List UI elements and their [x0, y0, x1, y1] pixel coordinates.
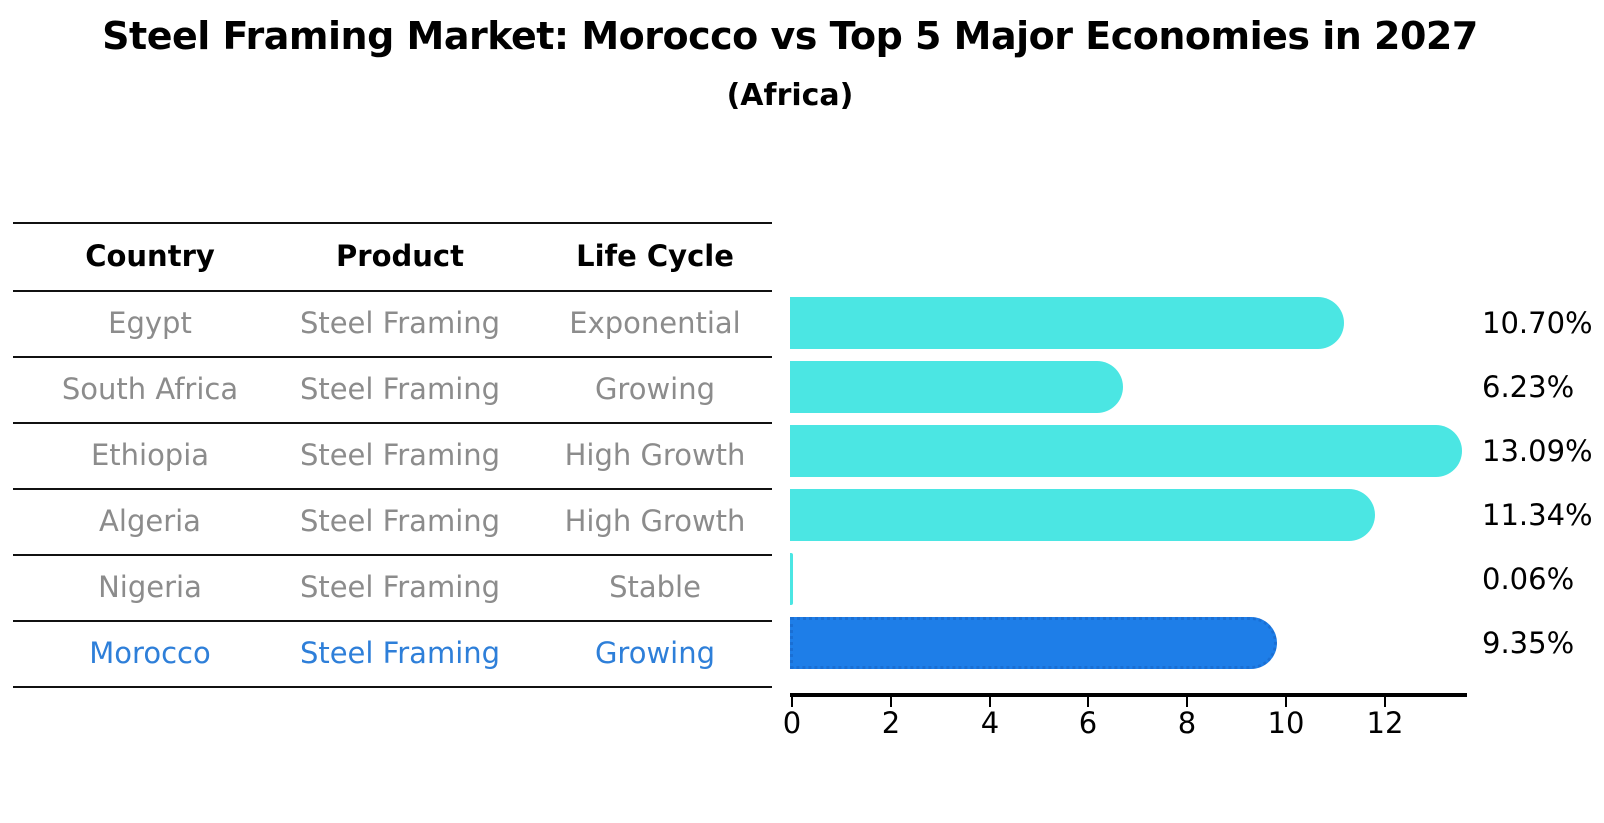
x-axis-line	[790, 693, 1467, 697]
bar-south-africa	[790, 361, 1123, 413]
table-rule	[13, 422, 772, 424]
bar-egypt	[790, 297, 1344, 349]
value-label-nigeria: 0.06%	[1482, 562, 1575, 596]
cell-life-cycle-south-africa: Growing	[594, 372, 716, 406]
x-tick-label: 4	[980, 706, 1000, 740]
cell-product-nigeria: Steel Framing	[299, 570, 501, 604]
value-label-egypt: 10.70%	[1482, 306, 1593, 340]
cell-country-morocco: Morocco	[89, 636, 211, 670]
x-tick	[1186, 697, 1188, 707]
table-rule	[13, 222, 772, 224]
cell-country-egypt: Egypt	[108, 306, 192, 340]
bar-algeria	[790, 489, 1375, 541]
value-label-algeria: 11.34%	[1482, 498, 1593, 532]
x-tick	[1087, 697, 1089, 707]
table-rule	[13, 554, 772, 556]
x-tick	[1285, 697, 1287, 707]
cell-country-nigeria: Nigeria	[98, 570, 202, 604]
column-header-country: Country	[85, 239, 215, 273]
cell-country-ethiopia: Ethiopia	[90, 438, 210, 472]
cell-product-south-africa: Steel Framing	[299, 372, 501, 406]
x-tick-label: 12	[1366, 706, 1404, 740]
value-label-morocco: 9.35%	[1482, 626, 1575, 660]
column-header-life-cycle: Life Cycle	[576, 239, 734, 273]
value-label-south-africa: 6.23%	[1482, 370, 1575, 404]
x-tick	[890, 697, 892, 707]
cell-life-cycle-ethiopia: High Growth	[564, 438, 746, 472]
cell-life-cycle-algeria: High Growth	[564, 504, 746, 538]
cell-product-morocco: Steel Framing	[299, 636, 501, 670]
table-rule	[13, 488, 772, 490]
cell-product-egypt: Steel Framing	[299, 306, 501, 340]
value-label-ethiopia: 13.09%	[1482, 434, 1593, 468]
cell-product-ethiopia: Steel Framing	[299, 438, 501, 472]
table-rule	[13, 356, 772, 358]
x-tick-label: 0	[782, 706, 802, 740]
table-rule	[13, 290, 772, 292]
table-rule	[13, 686, 772, 688]
cell-life-cycle-nigeria: Stable	[609, 570, 701, 604]
chart-subtitle: (Africa)	[726, 78, 854, 113]
cell-product-algeria: Steel Framing	[299, 504, 501, 538]
x-tick-label: 6	[1078, 706, 1098, 740]
chart-title: Steel Framing Market: Morocco vs Top 5 M…	[102, 14, 1478, 58]
x-tick-label: 2	[881, 706, 901, 740]
bar-morocco	[790, 617, 1277, 669]
x-tick	[989, 697, 991, 707]
x-tick-label: 10	[1267, 706, 1305, 740]
table-rule	[13, 620, 772, 622]
cell-country-algeria: Algeria	[99, 504, 201, 538]
x-tick-label: 8	[1177, 706, 1197, 740]
cell-life-cycle-egypt: Exponential	[569, 306, 741, 340]
x-tick	[791, 697, 793, 707]
cell-country-south-africa: South Africa	[61, 372, 239, 406]
bar-ethiopia	[790, 425, 1462, 477]
cell-life-cycle-morocco: Growing	[594, 636, 716, 670]
bar-nigeria	[790, 553, 793, 605]
column-header-product: Product	[336, 239, 464, 273]
x-tick	[1384, 697, 1386, 707]
